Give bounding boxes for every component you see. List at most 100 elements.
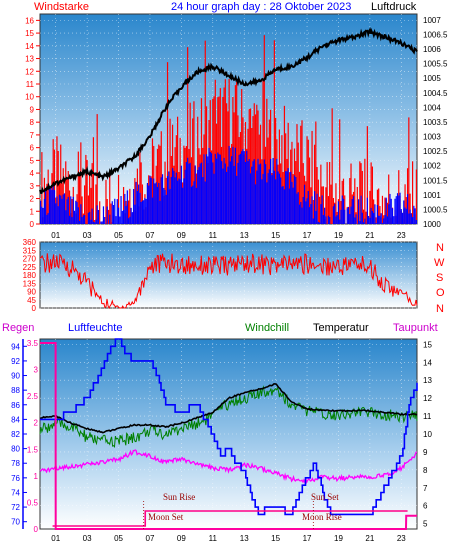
humidity-tick-label: 92 (11, 357, 20, 366)
windchill-legend: Windchill (245, 322, 289, 334)
wind-speed-tick-label: 9 (30, 105, 35, 114)
wind-speed-tick-label: 3 (30, 182, 35, 191)
x-tick-label: 09 (177, 534, 186, 543)
temperature-tick-label: 9 (423, 448, 428, 457)
rain-axis-title: Regen (2, 322, 34, 334)
humidity-tick-label: 70 (11, 518, 20, 527)
rain-tick-label: 1 (34, 472, 39, 481)
x-tick-label: 03 (83, 231, 92, 240)
rain-tick-label: 2.5 (27, 392, 39, 401)
humidity-tick-label: 84 (11, 415, 20, 424)
temperature-tick-label: 6 (423, 502, 428, 511)
rain-line (40, 342, 417, 530)
dir-label-n-bottom: N (436, 303, 444, 315)
x-tick-label: 19 (334, 231, 343, 240)
wind-speed-tick-label: 6 (30, 144, 35, 153)
wind-speed-tick-label: 5 (30, 156, 35, 165)
direction-tick-label: 225 (23, 263, 37, 272)
panel-wind-pressure (39, 13, 418, 225)
temperature-tick-label: 5 (423, 520, 428, 529)
wind-speed-tick-label: 2 (30, 195, 35, 204)
wind-speed-tick-label: 16 (25, 16, 34, 25)
dir-label-s: S (436, 272, 443, 284)
pressure-line (39, 27, 418, 195)
temperature-tick-label: 15 (423, 340, 432, 349)
x-tick-label: 03 (83, 534, 92, 543)
x-tick-label: 07 (146, 231, 155, 240)
temperature-tick-label: 8 (423, 466, 428, 475)
x-tick-label: 19 (334, 534, 343, 543)
pressure-tick-label: 1006.5 (423, 30, 448, 39)
moon-visibility-line (52, 510, 408, 527)
rain-tick-label: 3 (34, 366, 39, 375)
temperature-tick-label: 7 (423, 484, 428, 493)
x-tick-label: 11 (209, 534, 218, 543)
wind-speed-tick-label: 1 (30, 207, 35, 216)
dewpoint-line (39, 449, 418, 485)
humidity-tick-label: 90 (11, 372, 20, 381)
temperature-tick-label: 11 (423, 412, 432, 421)
pressure-tick-label: 1000.5 (423, 205, 448, 214)
wind-speed-tick-label: 13 (25, 55, 34, 64)
wind-speed-tick-label: 4 (30, 169, 35, 178)
x-tick-label: 15 (271, 231, 280, 240)
x-tick-label: 17 (303, 534, 312, 543)
direction-tick-label: 180 (23, 271, 37, 280)
humidity-line (40, 338, 418, 516)
humidity-tick-label: 76 (11, 474, 20, 483)
wind-direction-line (39, 253, 418, 310)
wind-speed-tick-label: 8 (30, 118, 35, 127)
pressure-tick-label: 1005.5 (423, 60, 448, 69)
pressure-tick-label: 1002.5 (423, 147, 448, 156)
direction-tick-label: 270 (23, 255, 37, 264)
sun-rise-label: Sun Rise (163, 492, 195, 502)
dir-label-n-top: N (436, 242, 444, 254)
temperature-tick-label: 13 (423, 376, 432, 385)
temperature-tick-label: 12 (423, 394, 432, 403)
direction-tick-label: 360 (23, 238, 37, 247)
x-tick-label: 13 (240, 231, 249, 240)
pressure-axis-title: Luftdruck (371, 1, 417, 13)
wind-speed-tick-label: 12 (25, 67, 34, 76)
pressure-tick-label: 1004 (423, 103, 441, 112)
pressure-tick-label: 1001.5 (423, 176, 448, 185)
sun-set-label: Sun Set (311, 492, 339, 502)
x-tick-label: 11 (209, 231, 218, 240)
direction-tick-label: 0 (32, 304, 37, 313)
x-tick-label: 23 (397, 231, 406, 240)
pressure-tick-label: 1003 (423, 133, 441, 142)
pressure-tick-label: 1003.5 (423, 118, 448, 127)
x-tick-label: 05 (114, 231, 123, 240)
wind-speed-tick-label: 14 (25, 42, 34, 51)
humidity-tick-label: 74 (11, 488, 20, 497)
x-tick-label: 09 (177, 231, 186, 240)
humidity-tick-label: 80 (11, 445, 20, 454)
temperature-line (39, 382, 418, 434)
humidity-axis-title: Luftfeuchte (68, 322, 122, 334)
x-tick-label: 23 (397, 534, 406, 543)
direction-tick-label: 45 (27, 296, 36, 305)
dir-label-w: W (434, 257, 445, 269)
temperature-marks: 7072747678808284868890929400.511.522.533… (11, 338, 432, 543)
x-tick-label: 13 (240, 534, 249, 543)
humidity-tick-label: 94 (11, 342, 20, 351)
chart-title: 24 hour graph day : 28 Oktober 2023 (171, 1, 351, 13)
rain-tick-label: 2 (34, 419, 39, 428)
moon-rise-label: Moon Rise (302, 512, 342, 522)
direction-tick-label: 315 (23, 246, 37, 255)
x-tick-label: 01 (51, 534, 60, 543)
wind-speed-axis-title: Windstarke (34, 1, 89, 13)
x-tick-label: 05 (114, 534, 123, 543)
humidity-tick-label: 72 (11, 503, 20, 512)
pressure-tick-label: 1006 (423, 45, 441, 54)
temperature-tick-label: 14 (423, 358, 432, 367)
wind-speed-tick-label: 15 (25, 29, 34, 38)
x-tick-label: 21 (365, 534, 374, 543)
wind-speed-tick-label: 7 (30, 131, 35, 140)
wind-speed-tick-label: 10 (25, 93, 34, 102)
rain-tick-label: 0.5 (27, 498, 39, 507)
direction-tick-label: 90 (27, 288, 36, 297)
pressure-tick-label: 1001 (423, 191, 441, 200)
